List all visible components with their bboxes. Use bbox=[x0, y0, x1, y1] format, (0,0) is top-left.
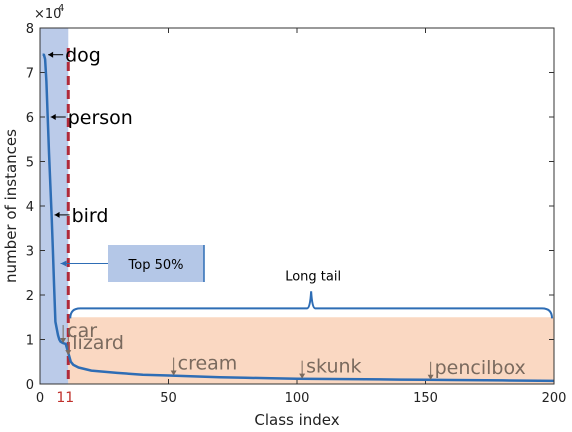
y-multiplier-exponent: 4 bbox=[58, 3, 64, 14]
x-tick-label: 150 bbox=[413, 391, 438, 406]
y-tick-label: 5 bbox=[26, 156, 34, 171]
annotation-lizard: lizard bbox=[72, 332, 124, 354]
annotation-arrowhead bbox=[170, 370, 177, 376]
y-tick-label: 1 bbox=[26, 334, 34, 349]
highlight-regions bbox=[40, 28, 555, 384]
plot-frame bbox=[39, 27, 555, 385]
tail-region bbox=[68, 317, 555, 384]
annotation-cream: cream bbox=[178, 353, 238, 375]
annotation-skunk: skunk bbox=[306, 356, 361, 378]
x-tick-label: 0 bbox=[36, 391, 44, 406]
y-tick-label: 8 bbox=[26, 22, 34, 37]
y-tick-label: 6 bbox=[26, 111, 34, 126]
annotation-pencilbox: pencilbox bbox=[435, 357, 526, 379]
y-tick-label: 3 bbox=[26, 245, 34, 260]
long-tail-label: Long tail bbox=[285, 269, 341, 284]
annotation-arrowhead bbox=[50, 114, 56, 120]
annotation-arrowhead bbox=[60, 338, 67, 344]
annotation-arrowhead bbox=[299, 373, 306, 379]
top50-box bbox=[108, 245, 204, 282]
top50-label: Top 50% bbox=[128, 258, 184, 273]
annotation-arrowhead bbox=[65, 350, 72, 356]
y-axis-title: number of instances bbox=[2, 129, 20, 283]
annotation-arrowhead bbox=[54, 211, 60, 218]
x-tick-label-highlight: 11 bbox=[56, 390, 74, 406]
annotation-dog: dog bbox=[65, 45, 101, 67]
y-tick-label: 2 bbox=[26, 289, 34, 304]
x-tick-label: 200 bbox=[542, 391, 567, 406]
y-tick-label: 0 bbox=[26, 378, 34, 393]
y-tick-label: 4 bbox=[26, 200, 34, 215]
annotation-arrowhead bbox=[427, 374, 434, 380]
x-tick-label: 100 bbox=[285, 391, 310, 406]
top50-arrowhead bbox=[60, 260, 67, 267]
annotation-car: car bbox=[67, 320, 97, 342]
axes-ticks: 0 1 2 3 4 5 6 7 8 0 50 100 150 200 11 bbox=[26, 22, 567, 406]
y-multiplier: ×10 4 bbox=[34, 3, 64, 22]
y-multiplier-base: ×10 bbox=[34, 7, 61, 22]
series-lines bbox=[42, 48, 555, 384]
x-tick-label: 50 bbox=[160, 391, 177, 406]
series-line bbox=[42, 53, 555, 383]
y-tick-label: 7 bbox=[26, 67, 34, 82]
long-tail-bracket bbox=[69, 291, 553, 319]
annotation-bird: bird bbox=[72, 205, 109, 227]
annotation-person: person bbox=[68, 107, 133, 129]
x-axis-title: Class index bbox=[254, 411, 339, 429]
annotation-arrowhead bbox=[48, 51, 54, 58]
